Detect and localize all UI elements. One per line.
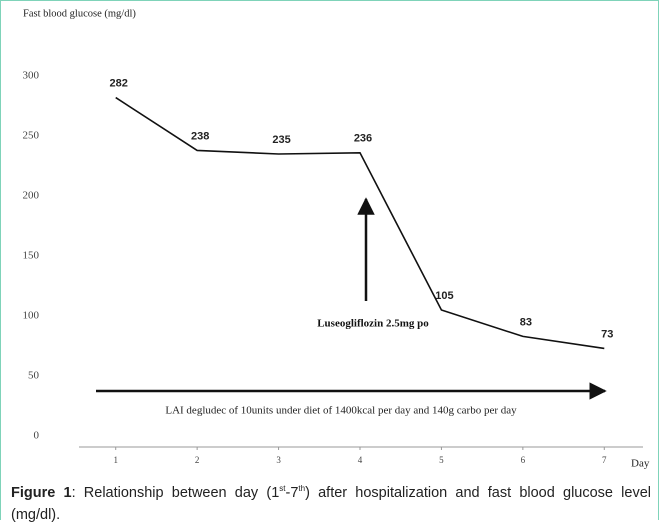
y-axis-label: Fast blood glucose (mg/dl) <box>23 8 136 19</box>
x-tick-label: 6 <box>521 455 526 465</box>
y-tick-label: 100 <box>23 310 40 322</box>
data-label: 105 <box>435 290 453 302</box>
annotation: Luseogliflozin 2.5mg po <box>317 318 429 330</box>
caption-sup: st <box>279 484 286 493</box>
x-tick-label: 2 <box>195 455 200 465</box>
y-tick-label: 50 <box>28 370 40 382</box>
caption-text: -7 <box>285 484 299 501</box>
y-tick-label: 150 <box>23 250 40 262</box>
annotation: LAI degludec of 10units under diet of 14… <box>165 405 517 417</box>
data-label: 235 <box>272 134 290 146</box>
x-axis-label: Day <box>631 458 650 470</box>
y-tick-label: 0 <box>34 430 40 442</box>
chart: Fast blood glucose (mg/dl) Day Luseoglif… <box>23 8 650 470</box>
data-label: 282 <box>110 78 128 90</box>
caption-text: ) after hospitalization and fast blood g… <box>11 484 651 523</box>
x-tick-label: 1 <box>113 455 118 465</box>
data-label: 73 <box>601 328 613 340</box>
x-tick-label: 5 <box>439 455 444 465</box>
caption: Figure 1: Relationship between day (1st-… <box>11 478 651 526</box>
data-label: 83 <box>520 316 532 328</box>
y-tick-label: 200 <box>23 190 40 202</box>
x-tick-label: 4 <box>358 455 363 465</box>
x-tick-label: 7 <box>602 455 607 465</box>
data-line <box>115 96 605 350</box>
data-label: 236 <box>354 133 372 145</box>
caption-label: Figure 1 <box>11 484 72 501</box>
data-label: 238 <box>191 130 209 142</box>
y-tick-label: 250 <box>23 130 40 142</box>
y-tick-label: 300 <box>23 70 40 82</box>
caption-text: : Relationship between day (1 <box>71 484 280 501</box>
caption-sup: th <box>298 484 306 493</box>
x-tick-label: 3 <box>276 455 281 465</box>
